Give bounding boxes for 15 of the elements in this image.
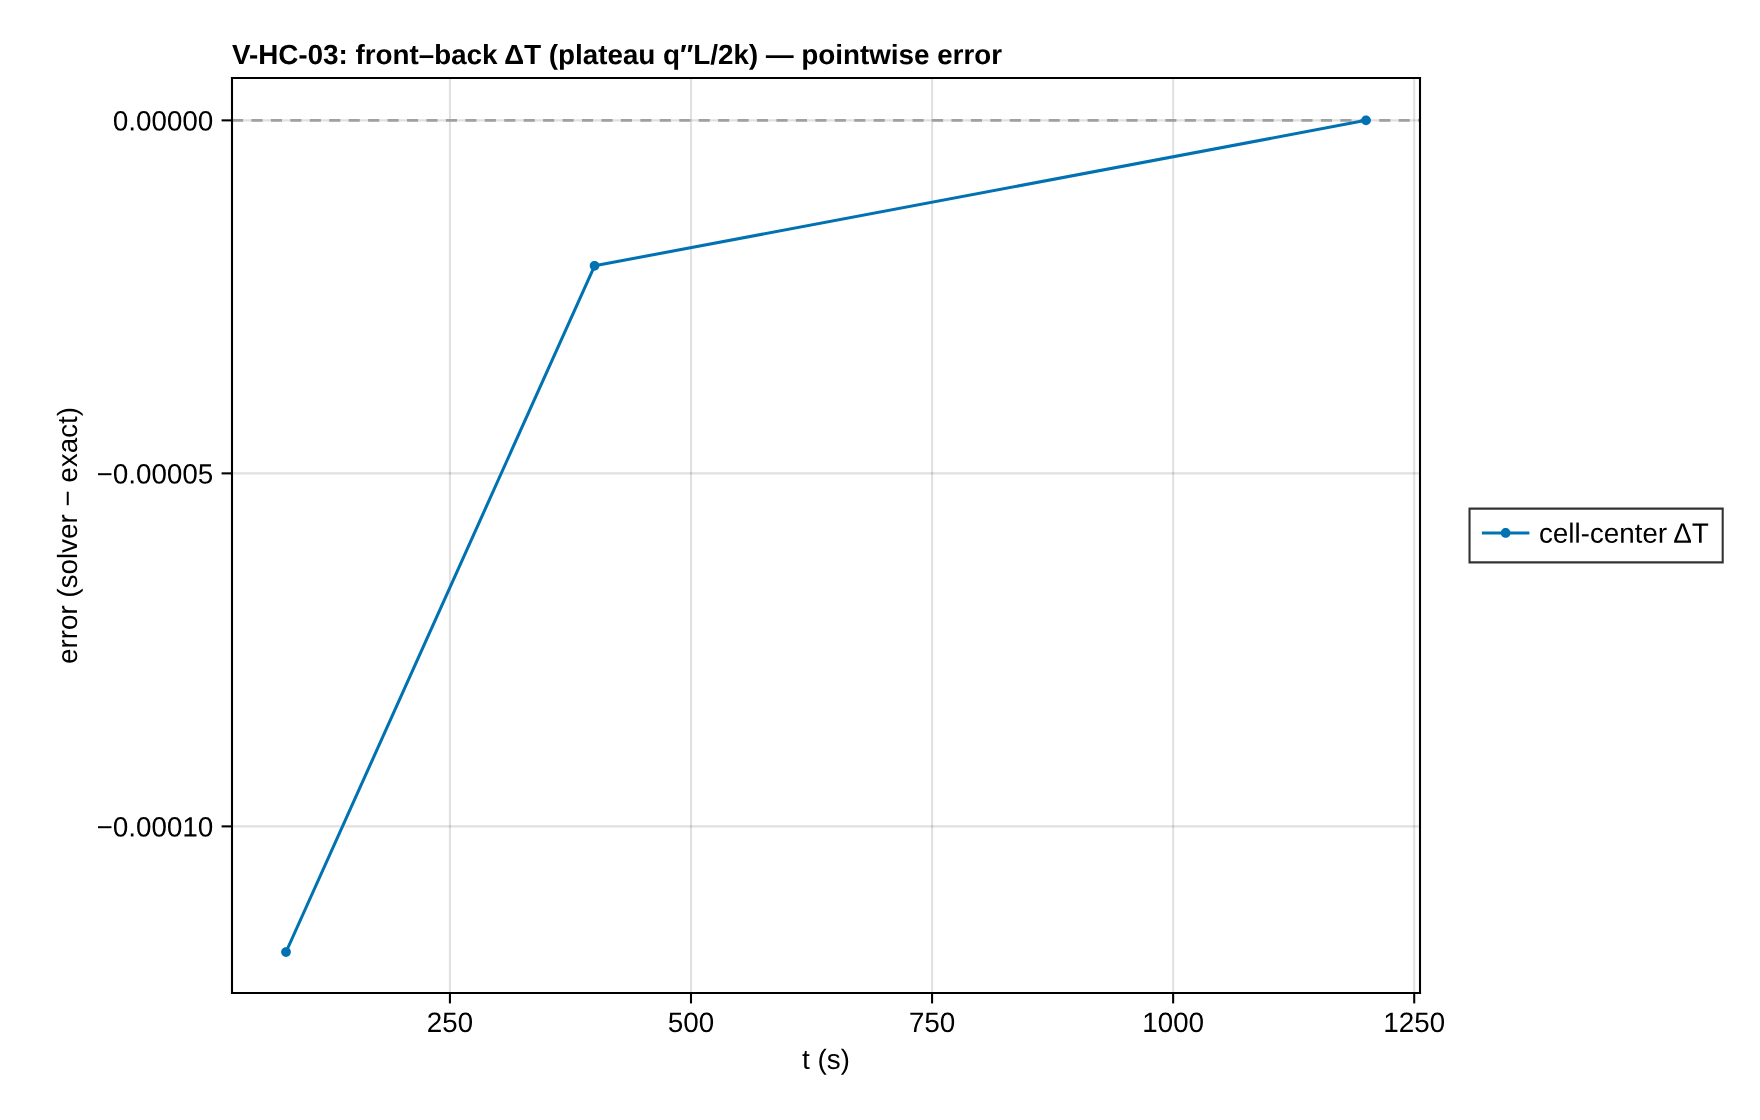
y-tick-label: −0.00005 <box>98 464 213 484</box>
y-tick-label: 0.00000 <box>113 111 213 131</box>
y-axis-title: error (solver − exact) <box>56 408 83 663</box>
x-axis-title: t (s) <box>802 1048 849 1075</box>
x-tick-label: 250 <box>428 1012 473 1033</box>
x-tick-label: 500 <box>668 1012 714 1033</box>
chart-title: V-HC-03: front–back ΔT (plateau q″L/2k) — pointwise error <box>232 43 1002 70</box>
x-tick-label: 1000 <box>1144 1012 1203 1033</box>
point <box>281 947 291 957</box>
y-tick-label: −0.00010 <box>98 817 213 837</box>
legend-label: cell-center ΔT <box>1540 522 1709 543</box>
point <box>1361 115 1371 126</box>
x-tick-label: 1250 <box>1385 1012 1445 1033</box>
point <box>589 260 600 271</box>
x-tick-label: 750 <box>910 1012 955 1033</box>
